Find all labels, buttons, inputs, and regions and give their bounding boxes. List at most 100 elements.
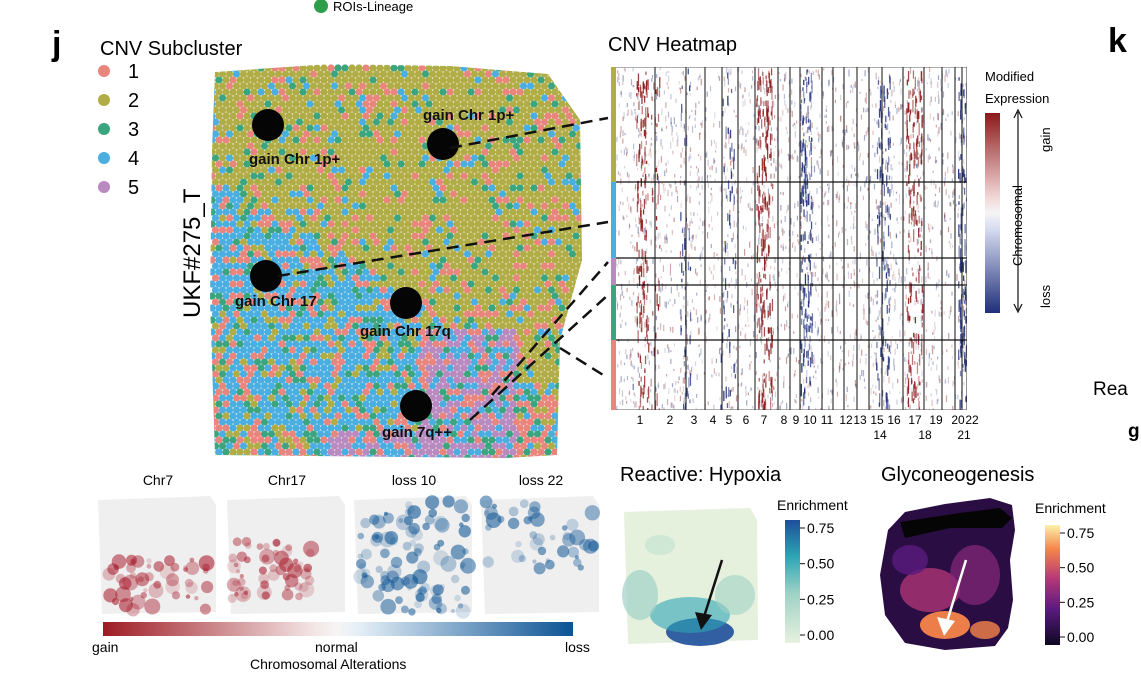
tissue-spot [505, 358, 514, 366]
tissue-spot [390, 352, 398, 360]
tissue-spot [488, 148, 496, 156]
heat-noise [830, 398, 832, 404]
tissue-spot [320, 376, 328, 384]
heatmap-title: CNV Heatmap [608, 34, 737, 56]
tissue-spot [341, 316, 349, 324]
tissue-spot [547, 346, 556, 354]
tissue-spot [551, 244, 559, 252]
tissue-spot [523, 412, 531, 420]
heat-noise [651, 350, 653, 357]
tissue-spot [285, 220, 293, 228]
tissue-spot [495, 232, 503, 240]
tissue-spot [278, 412, 286, 420]
tissue-spot [435, 214, 444, 222]
tissue-spot [456, 94, 465, 102]
heat-noise [734, 86, 737, 92]
tissue-spot [446, 340, 454, 348]
tissue-spot [400, 202, 409, 210]
tissue-spot [232, 70, 241, 78]
tissue-spot [211, 322, 220, 330]
tissue-spot [554, 214, 563, 222]
tissue-spot [526, 154, 535, 162]
tissue-spot [232, 214, 241, 222]
heat-noise [817, 307, 819, 311]
tissue-spot [264, 184, 272, 192]
tissue-spot [292, 124, 300, 132]
tissue-spot [358, 346, 367, 354]
tissue-spot [365, 322, 374, 330]
heat-noise [664, 205, 666, 212]
tissue-spot [355, 244, 363, 252]
tissue-spot [519, 382, 528, 390]
tissue-spot [505, 274, 514, 282]
tissue-spot [547, 298, 556, 306]
heat-noise [726, 67, 728, 74]
heat-noise [826, 271, 828, 279]
tissue-spot [351, 166, 360, 174]
heat-noise [673, 404, 675, 409]
heat-noise [621, 390, 624, 397]
tissue-spot [253, 94, 262, 102]
tissue-spot [411, 232, 419, 240]
tissue-spot [435, 238, 444, 246]
tissue-spot [526, 262, 535, 270]
heat-noise [653, 174, 655, 179]
tissue-spot [313, 352, 321, 360]
tissue-spot [365, 442, 374, 450]
tissue-spot [362, 268, 370, 276]
tissue-spot [390, 244, 398, 252]
tissue-spot [369, 220, 377, 228]
tissue-spot [540, 274, 549, 282]
tissue-spot [295, 118, 304, 126]
heat-noise [927, 262, 929, 269]
tissue-spot [428, 190, 437, 198]
tissue-spot [334, 352, 342, 360]
tissue-spot [449, 430, 458, 438]
tissue-spot [519, 250, 528, 258]
tissue-spot [369, 424, 377, 432]
tissue-spot [327, 364, 335, 372]
heat-noise [759, 389, 761, 393]
tissue-spot [236, 424, 244, 432]
tissue-spot [362, 412, 370, 420]
tissue-spot [432, 388, 440, 396]
tissue-spot [306, 412, 314, 420]
tissue-spot [334, 280, 342, 288]
tissue-spot [246, 82, 255, 90]
heat-noise [829, 264, 831, 269]
heat-noise [699, 133, 701, 140]
tissue-spot [530, 112, 538, 120]
heat-noise [798, 240, 800, 245]
tissue-spot [323, 142, 332, 150]
tissue-spot [463, 454, 472, 458]
heat-noise [677, 381, 679, 384]
tissue-spot [470, 70, 479, 78]
heat-noise [875, 352, 877, 359]
tissue-spot [404, 244, 412, 252]
tissue-spot [334, 184, 342, 192]
tissue-spot [309, 406, 318, 414]
tissue-spot [278, 220, 286, 228]
legend-label-3: 3 [128, 119, 139, 141]
heat-noise [715, 167, 717, 173]
tissue-spot [232, 202, 241, 210]
tissue-spot [477, 322, 486, 330]
rois-lineage-label: ROIs-Lineage [333, 0, 413, 14]
tissue-spot [400, 418, 409, 426]
tissue-spot [278, 136, 286, 144]
tissue-spot [502, 124, 510, 132]
heat-noise [699, 132, 701, 135]
tissue-spot [348, 232, 356, 240]
tissue-spot [407, 358, 416, 366]
tissue-spot [215, 376, 223, 384]
heat-noise [921, 339, 923, 343]
tissue-spot [519, 346, 528, 354]
tissue-spot [316, 106, 325, 114]
tissue-spot [246, 298, 255, 306]
tissue-spot [407, 454, 416, 458]
tissue-spot [358, 190, 367, 198]
tissue-spot [575, 214, 582, 222]
heat-noise [738, 67, 740, 72]
tissue-spot [383, 400, 391, 408]
tissue-spot [320, 424, 328, 432]
